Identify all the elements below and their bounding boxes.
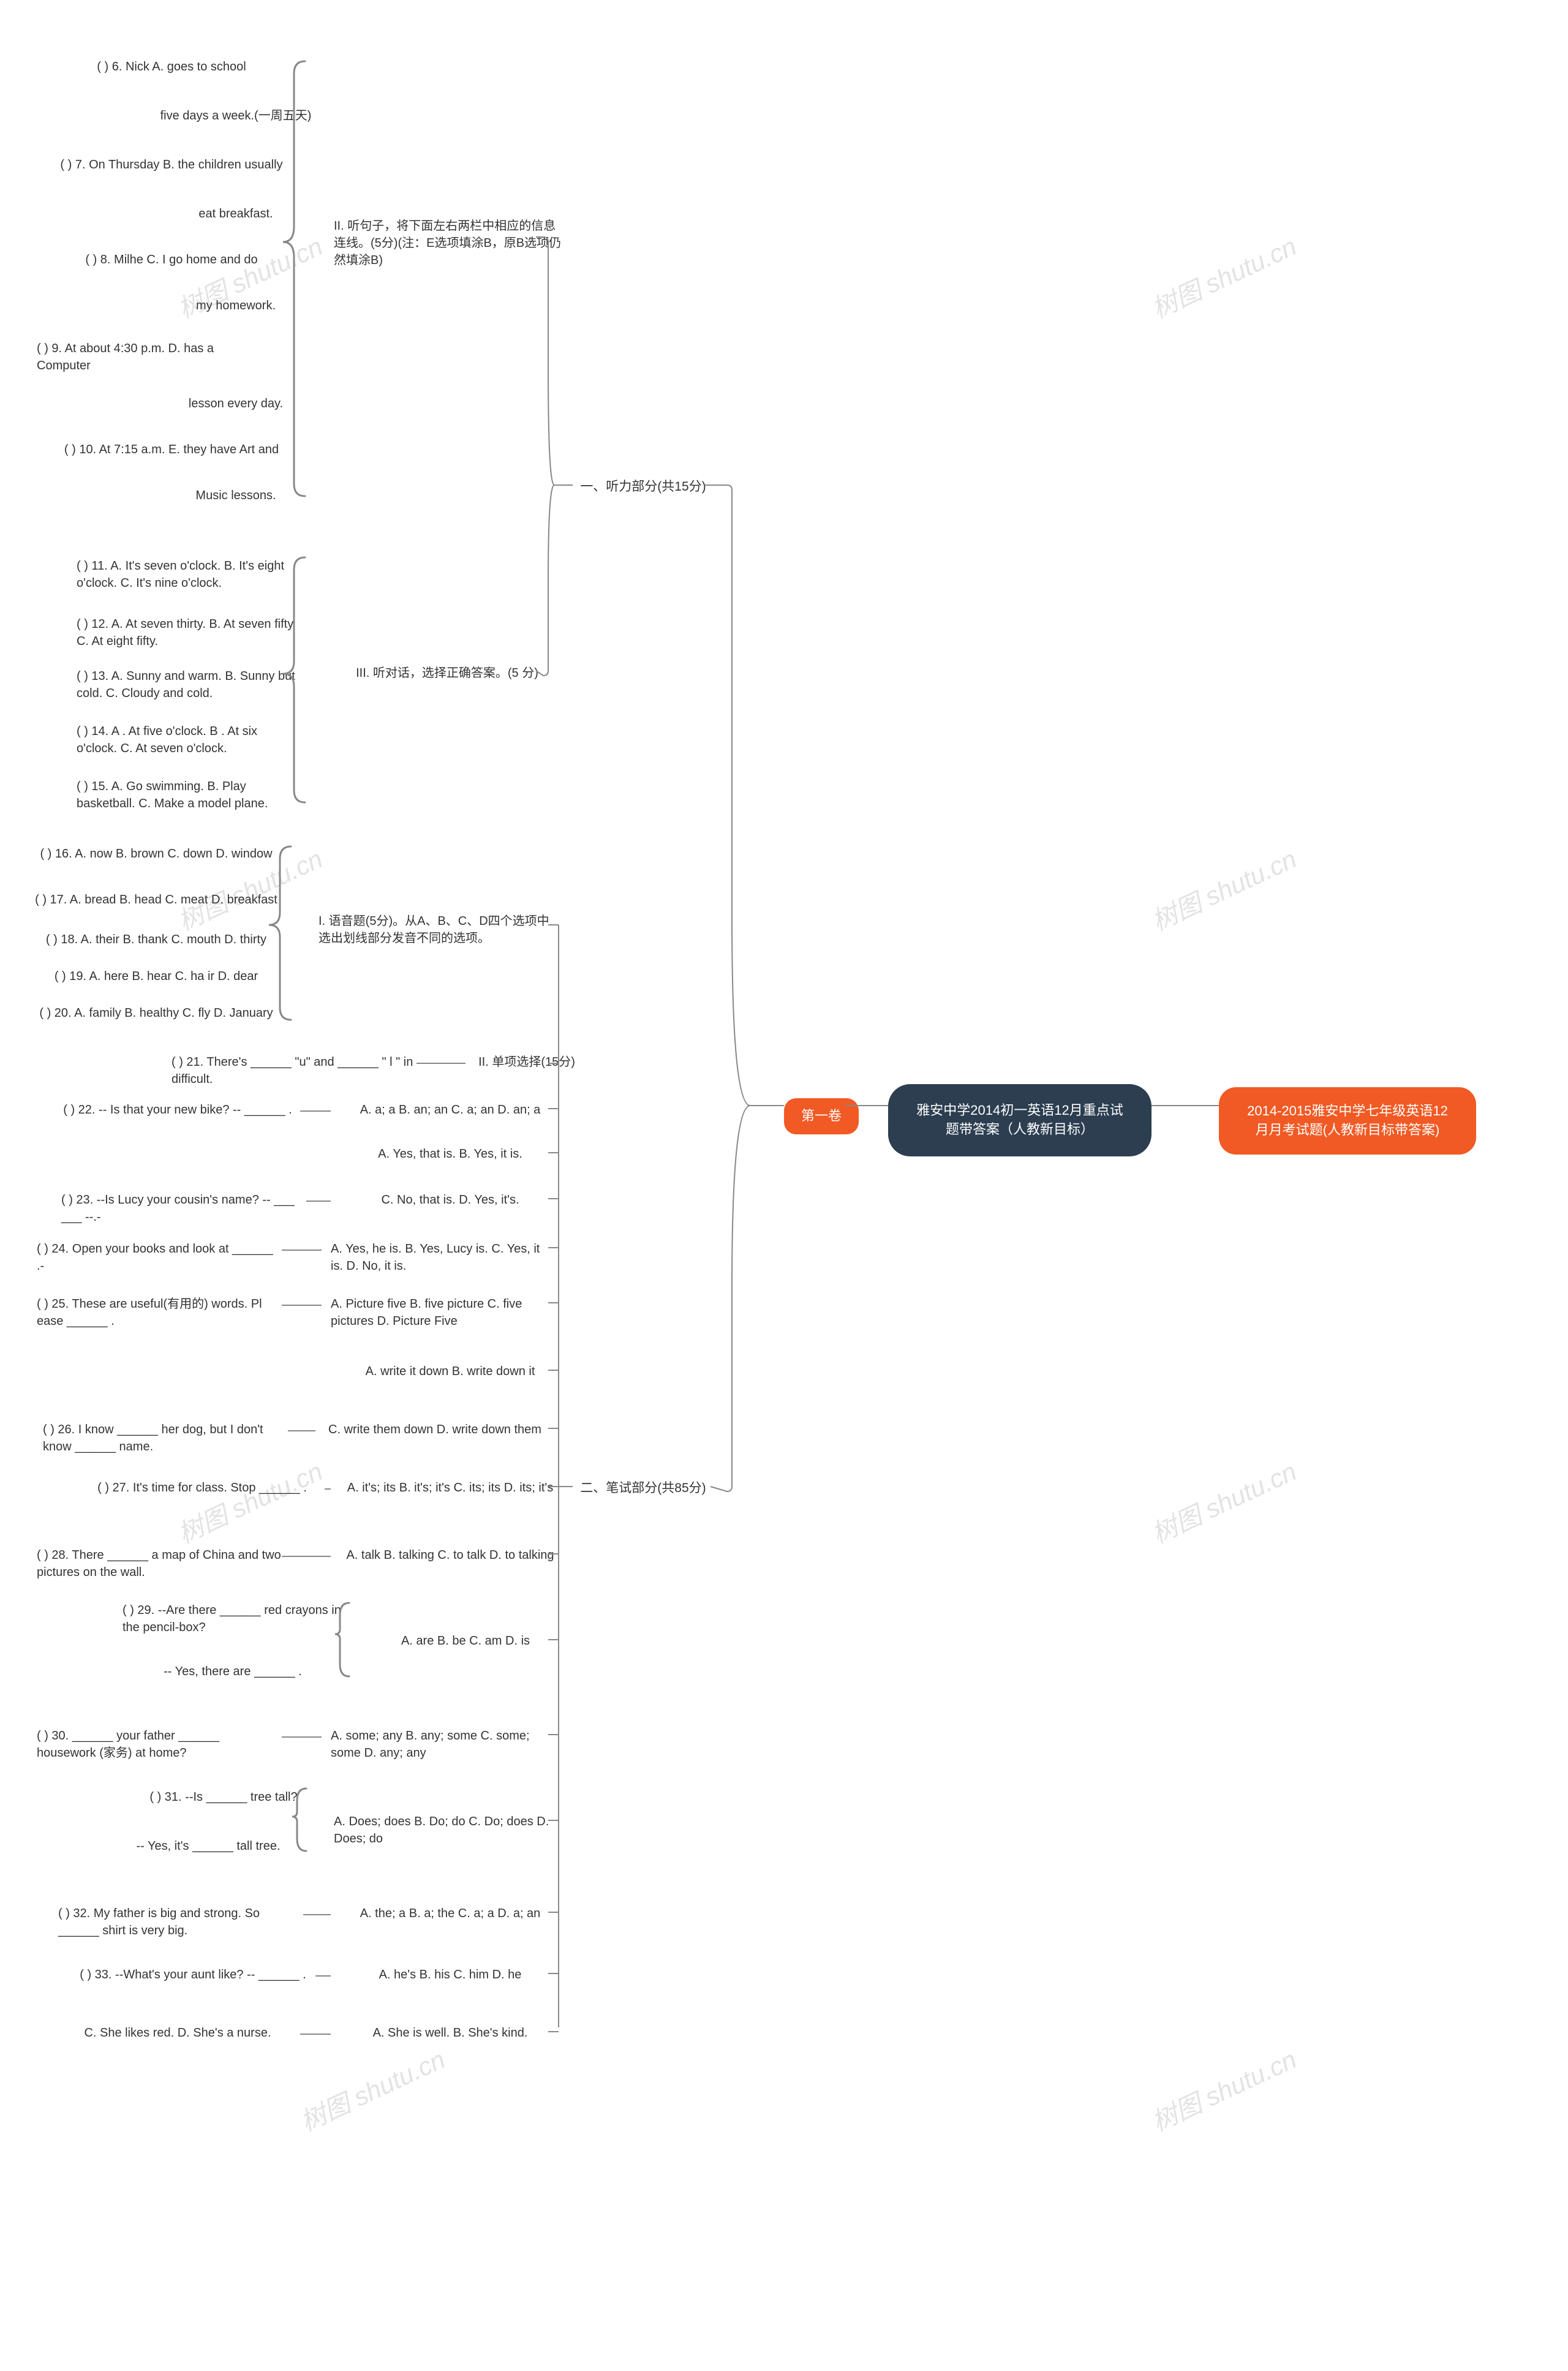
listen-ii-item-10: ( ) 8. Milhe C. I go home and do (58, 251, 285, 268)
q26-opts: C. write them down D. write down them (325, 1421, 545, 1438)
pron-item-19: ( ) 19. A. here B. hear C. ha ir D. dear (34, 968, 279, 985)
q25-opts: A. Picture five B. five picture C. five … (331, 1295, 551, 1330)
right-node[interactable]: 2014-2015雅安中学七年级英语12月月考试题(人教新目标带答案) (1219, 1087, 1476, 1155)
listen-ii-item-14: ( ) 10. At 7:15 a.m. E. they have Art an… (58, 441, 285, 458)
q25-stem: ( ) 25. These are useful(有用的) words. Pl … (37, 1295, 282, 1330)
q29-stem-a: ( ) 29. --Are there ______ red crayons i… (123, 1602, 343, 1636)
q31-stem-a: ( ) 31. --Is ______ tree tall? (138, 1789, 309, 1806)
listen-ii-item-8: ( ) 7. On Thursday B. the children usual… (58, 156, 285, 173)
listen-ii-item-7: five days a week.(一周五天) (123, 107, 349, 124)
group-iii-label: III. 听对话，选择正确答案。(5 分) (343, 665, 551, 682)
q27-stem: ( ) 27. It's time for class. Stop ______… (80, 1479, 325, 1496)
section-written[interactable]: 二、笔试部分(共85分) (573, 1479, 714, 1497)
q33b-opts: A. She is well. B. She's kind. (340, 2024, 560, 2041)
q24-stem: ( ) 24. Open your books and look at ____… (37, 1240, 282, 1275)
watermark: 树图 shutu.cn (1145, 1451, 1302, 1551)
q23-opts: C. No, that is. D. Yes, it's. (340, 1191, 560, 1208)
volume-badge[interactable]: 第一卷 (784, 1098, 859, 1134)
watermark: 树图 shutu.cn (293, 2039, 450, 2139)
listen-ii-item-15: Music lessons. (123, 487, 349, 504)
q22-opts-b: A. Yes, that is. B. Yes, it is. (340, 1145, 560, 1163)
q29-stem-b: -- Yes, there are ______ . (123, 1663, 343, 1680)
watermark: 树图 shutu.cn (1145, 2039, 1302, 2139)
listen-ii-item-13: lesson every day. (123, 395, 349, 412)
q32-stem: ( ) 32. My father is big and strong. So … (58, 1905, 303, 1939)
q30-opts: A. some; any B. any; some C. some; some … (331, 1727, 551, 1762)
q22-opts: A. a; a B. an; an C. a; an D. an; a (340, 1101, 560, 1118)
root-node[interactable]: 雅安中学2014初一英语12月重点试题带答案（人教新目标） (888, 1084, 1152, 1156)
watermark: 树图 shutu.cn (1145, 226, 1302, 326)
q23-stem: ( ) 23. --Is Lucy your cousin's name? --… (61, 1191, 306, 1226)
listen-iii-item-12: ( ) 12. A. At seven thirty. B. At seven … (77, 616, 297, 650)
q27-opts: A. it's; its B. it's; it's C. its; its D… (340, 1479, 560, 1496)
q31-stem-b: -- Yes, it's ______ tall tree. (116, 1838, 300, 1855)
q25-opts-b: A. write it down B. write down it (340, 1363, 560, 1380)
group-i-pron-label: I. 语音题(5分)。从A、B、C、D四个选项中选出划线部分发音不同的选项。 (318, 913, 557, 947)
q31-opts: A. Does; does B. Do; do C. Do; does D. D… (334, 1813, 554, 1847)
group-ii-listen-label: II. 听句子，将下面左右两栏中相应的信息连线。(5分)(注：E选项填涂B，原B… (334, 217, 567, 269)
q33b-stem: C. She likes red. D. She's a nurse. (55, 2024, 300, 2041)
pron-item-20: ( ) 20. A. family B. healthy C. fly D. J… (34, 1005, 279, 1022)
watermark: 树图 shutu.cn (171, 1451, 328, 1551)
q32-opts: A. the; a B. a; the C. a; a D. a; an (340, 1905, 560, 1922)
listen-iii-item-11: ( ) 11. A. It's seven o'clock. B. It's e… (77, 557, 297, 592)
listen-ii-item-12: ( ) 9. At about 4:30 p.m. D. has a Compu… (37, 340, 270, 374)
listen-ii-item-6: ( ) 6. Nick A. goes to school (58, 58, 285, 75)
listen-iii-item-15: ( ) 15. A. Go swimming. B. Play basketba… (77, 778, 297, 812)
listen-ii-item-11: my homework. (123, 297, 349, 314)
q29-opts: A. are B. be C. am D. is (380, 1632, 551, 1649)
listen-iii-item-14: ( ) 14. A . At five o'clock. B . At six … (77, 723, 297, 757)
listen-iii-item-13: ( ) 13. A. Sunny and warm. B. Sunny but … (77, 668, 297, 702)
q33-opts: A. he's B. his C. him D. he (340, 1966, 560, 1983)
listen-ii-item-9: eat breakfast. (123, 205, 349, 222)
watermark: 树图 shutu.cn (1145, 839, 1302, 938)
q28-stem: ( ) 28. There ______ a map of China and … (37, 1547, 282, 1581)
q30-stem: ( ) 30. ______ your father ______ housew… (37, 1727, 282, 1762)
q21-stem: ( ) 21. There's ______ "u" and ______ " … (172, 1054, 417, 1088)
q26-stem: ( ) 26. I know ______ her dog, but I don… (43, 1421, 288, 1455)
group-ii-choice-label: II. 单项选择(15分) (466, 1054, 588, 1071)
q28-opts: A. talk B. talking C. to talk D. to talk… (340, 1547, 560, 1564)
pron-item-16: ( ) 16. A. now B. brown C. down D. windo… (34, 845, 279, 862)
q33-stem: ( ) 33. --What's your aunt like? -- ____… (70, 1966, 315, 1983)
q24-opts: A. Yes, he is. B. Yes, Lucy is. C. Yes, … (331, 1240, 551, 1275)
section-listening[interactable]: 一、听力部分(共15分) (573, 478, 714, 496)
q22-stem: ( ) 22. -- Is that your new bike? -- ___… (55, 1101, 300, 1118)
pron-item-18: ( ) 18. A. their B. thank C. mouth D. th… (34, 931, 279, 948)
pron-item-17: ( ) 17. A. bread B. head C. meat D. brea… (34, 891, 279, 908)
